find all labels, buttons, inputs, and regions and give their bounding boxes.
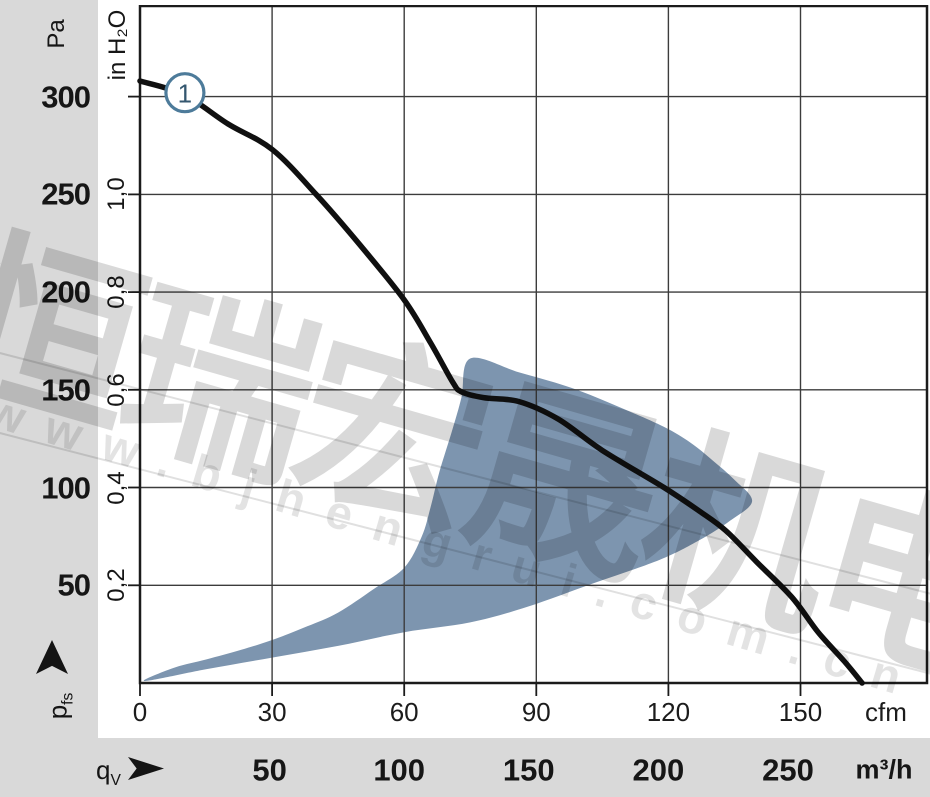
cfm-tick-label: 30 [257,697,287,727]
cfm-tick-label: 60 [389,697,419,727]
cfm-tick-label: 0 [132,697,148,727]
curve-marker-circle [164,72,206,114]
cfm-tick-label: 120 [646,697,691,727]
plot-frame [138,5,929,685]
left-axis-band [0,0,98,738]
cfm-unit-label: cfm [865,697,907,727]
operating-region [143,357,753,682]
cfm-tick-label: 150 [778,697,823,727]
plot-area: 1 [128,5,929,696]
fan-curve-1 [137,78,865,686]
cfm-tick-label: 90 [521,697,551,727]
bottom-axis-band [0,738,930,797]
curve-marker-label: 1 [178,79,192,109]
